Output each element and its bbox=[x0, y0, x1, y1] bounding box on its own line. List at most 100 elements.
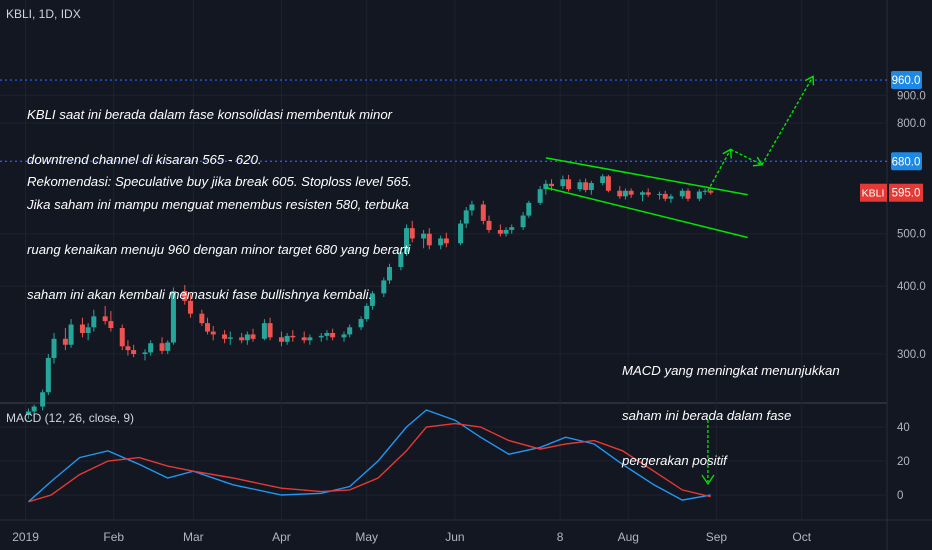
macd-line bbox=[27, 409, 711, 503]
candle-body bbox=[358, 319, 364, 328]
candle-body bbox=[577, 182, 583, 190]
candle-body bbox=[566, 179, 572, 190]
candle-body bbox=[51, 338, 57, 358]
candle-body bbox=[148, 343, 154, 353]
candle-body bbox=[330, 332, 336, 338]
candle-body bbox=[318, 335, 324, 338]
candle-body bbox=[68, 324, 74, 345]
candle-body bbox=[79, 324, 85, 333]
candle-body bbox=[131, 350, 137, 354]
candle-body bbox=[227, 337, 233, 339]
candle-body bbox=[267, 323, 273, 338]
candle-body bbox=[443, 238, 449, 244]
candle-body bbox=[600, 176, 606, 184]
candle-body bbox=[622, 190, 628, 197]
candle-body bbox=[497, 229, 503, 234]
analysis-note: KBLI saat ini berada dalam fase konsolid… bbox=[27, 77, 410, 317]
candle-body bbox=[657, 193, 663, 195]
y-tick-label: 300.0 bbox=[897, 349, 926, 361]
candle-body bbox=[278, 337, 284, 342]
candle-body bbox=[324, 332, 330, 336]
candle-body bbox=[543, 183, 549, 190]
candle-body bbox=[381, 280, 387, 294]
candle-body bbox=[458, 223, 464, 244]
candle-body bbox=[347, 327, 353, 335]
analysis-note-line: KBLI saat ini berada dalam fase konsolid… bbox=[27, 107, 393, 122]
y-tick-label: 800.0 bbox=[897, 118, 926, 130]
candle-body bbox=[560, 179, 566, 187]
candle-body bbox=[250, 334, 256, 339]
candle-body bbox=[205, 323, 211, 332]
level-badge-label: 680.0 bbox=[892, 156, 921, 168]
candle-body bbox=[520, 215, 526, 228]
current-price-badge bbox=[889, 183, 923, 202]
symbol-title: KBLI, 1D, IDX bbox=[6, 7, 81, 21]
candle-body bbox=[222, 334, 228, 339]
y-tick-label: 400.0 bbox=[897, 281, 926, 293]
candle-body bbox=[290, 335, 296, 338]
candle-body bbox=[369, 293, 375, 306]
candle-body bbox=[239, 337, 245, 341]
candle-body bbox=[426, 233, 432, 246]
y-tick-label: 900.0 bbox=[897, 90, 926, 102]
x-tick-label: May bbox=[355, 530, 378, 544]
candle-body bbox=[509, 227, 515, 230]
symbol-badge bbox=[860, 183, 887, 202]
analysis-note-line: saham ini akan kembali memasuki fase bul… bbox=[27, 287, 373, 302]
candle-body bbox=[62, 338, 68, 345]
x-tick-label: 8 bbox=[557, 530, 564, 544]
recommendation-note: Rekomendasi: Speculative buy jika break … bbox=[27, 174, 412, 189]
x-tick-label: 2019 bbox=[12, 530, 39, 544]
x-tick-label: Oct bbox=[792, 530, 811, 544]
candle-body bbox=[583, 182, 589, 190]
level-badge bbox=[891, 152, 922, 171]
candle-body bbox=[640, 192, 646, 195]
candle-body bbox=[386, 267, 392, 281]
candle-body bbox=[165, 342, 171, 351]
candle-body bbox=[25, 411, 31, 415]
candle-body bbox=[102, 316, 108, 322]
signal-line bbox=[28, 422, 711, 503]
candle-body bbox=[307, 337, 313, 341]
macd-arrow-head bbox=[701, 474, 715, 486]
analysis-note-line: Jika saham ini mampu menguat menembus re… bbox=[27, 197, 409, 212]
current-price-label: 595.0 bbox=[892, 188, 921, 200]
macd-y-tick-label: 40 bbox=[897, 422, 910, 434]
x-tick-label: Feb bbox=[103, 530, 124, 544]
candle-body bbox=[702, 190, 708, 192]
candle-body bbox=[125, 346, 131, 351]
candle-body bbox=[159, 343, 165, 351]
candle-body bbox=[210, 331, 216, 335]
candle-body bbox=[463, 210, 469, 224]
candle-body bbox=[549, 183, 555, 187]
candle-body bbox=[301, 337, 307, 341]
candle-body bbox=[696, 191, 702, 199]
symbol-badge-label: KBLI bbox=[862, 188, 885, 200]
candle-body bbox=[503, 229, 509, 234]
candle-body bbox=[628, 190, 634, 195]
macd-note-line: saham ini berada dalam fase bbox=[622, 408, 792, 423]
candle-body bbox=[341, 334, 347, 338]
candle-body bbox=[679, 190, 685, 197]
y-tick-label: 500.0 bbox=[897, 229, 926, 241]
level-badge bbox=[891, 71, 922, 90]
candle-body bbox=[244, 334, 250, 341]
candle-body bbox=[199, 313, 205, 324]
macd-note-line: pergerakan positif bbox=[622, 453, 727, 468]
candle-body bbox=[85, 327, 91, 333]
candle-body bbox=[438, 238, 444, 246]
macd-panel-label: MACD (12, 26, close, 9) bbox=[6, 411, 135, 425]
macd-y-tick-label: 20 bbox=[897, 456, 910, 468]
analysis-note-line: ruang kenaikan menuju 960 dengan minor t… bbox=[27, 242, 411, 257]
projection-segment bbox=[730, 148, 763, 166]
macd-y-tick-label: 0 bbox=[897, 490, 903, 502]
channel-upper-line bbox=[545, 157, 748, 196]
candle-body bbox=[182, 291, 188, 301]
candle-body bbox=[668, 196, 674, 199]
candle-body bbox=[284, 335, 290, 342]
candle-body bbox=[364, 305, 370, 320]
candle-body bbox=[469, 204, 475, 211]
x-tick-label: Mar bbox=[183, 530, 204, 544]
